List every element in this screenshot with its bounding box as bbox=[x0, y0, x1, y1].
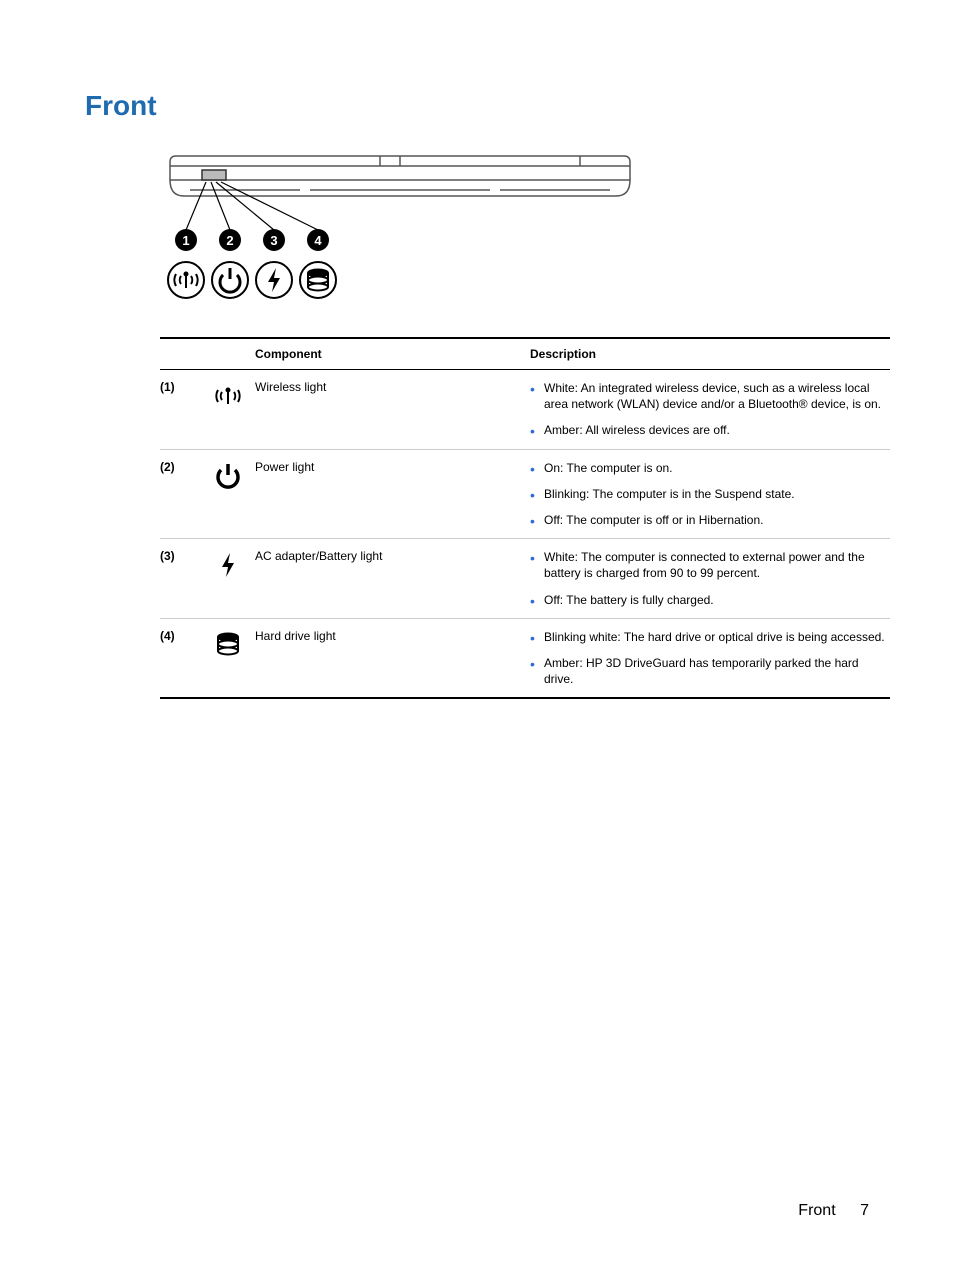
description-item: White: An integrated wireless device, su… bbox=[544, 380, 890, 412]
row-index: (2) bbox=[160, 460, 200, 529]
description-item: White: The computer is connected to exte… bbox=[544, 549, 890, 581]
component-description: Blinking white: The hard drive or optica… bbox=[530, 629, 890, 688]
component-name: Wireless light bbox=[255, 380, 530, 439]
footer-section: Front bbox=[798, 1202, 835, 1219]
description-item: Off: The computer is off or in Hibernati… bbox=[544, 512, 890, 528]
description-item: Amber: HP 3D DriveGuard has temporarily … bbox=[544, 655, 890, 687]
header-description: Description bbox=[530, 347, 890, 361]
power-icon bbox=[200, 460, 255, 529]
component-name: AC adapter/Battery light bbox=[255, 549, 530, 608]
wireless-icon bbox=[200, 380, 255, 439]
page-heading: Front bbox=[85, 90, 869, 122]
callout-markers: 1 2 3 4 bbox=[175, 229, 329, 251]
footer-page-number: 7 bbox=[860, 1202, 869, 1219]
row-index: (1) bbox=[160, 380, 200, 439]
svg-text:1: 1 bbox=[182, 233, 189, 248]
component-name: Power light bbox=[255, 460, 530, 529]
table-header-row: Component Description bbox=[160, 337, 890, 370]
component-description: White: An integrated wireless device, su… bbox=[530, 380, 890, 439]
table-row: (2) Power light On: The computer is on. Bli… bbox=[160, 450, 890, 540]
table-row: (4) Hard drive light Blinking white: The h… bbox=[160, 619, 890, 700]
description-item: Amber: All wireless devices are off. bbox=[544, 422, 890, 438]
svg-text:3: 3 bbox=[270, 233, 277, 248]
front-diagram: 1 2 3 4 bbox=[160, 152, 869, 317]
description-item: Blinking white: The hard drive or optica… bbox=[544, 629, 890, 645]
component-name: Hard drive light bbox=[255, 629, 530, 688]
row-index: (4) bbox=[160, 629, 200, 688]
hard-drive-icon bbox=[200, 629, 255, 688]
components-table: Component Description (1) Wireless light W… bbox=[160, 337, 890, 699]
component-description: On: The computer is on. Blinking: The com… bbox=[530, 460, 890, 529]
page-footer: Front 7 bbox=[798, 1202, 869, 1220]
svg-text:4: 4 bbox=[314, 233, 322, 248]
battery-bolt-icon bbox=[200, 549, 255, 608]
header-component: Component bbox=[255, 347, 530, 361]
svg-text:2: 2 bbox=[226, 233, 233, 248]
table-row: (3) AC adapter/Battery light White: The co… bbox=[160, 539, 890, 619]
description-item: Off: The battery is fully charged. bbox=[544, 592, 890, 608]
description-item: Blinking: The computer is in the Suspend… bbox=[544, 486, 890, 502]
description-item: On: The computer is on. bbox=[544, 460, 890, 476]
component-description: White: The computer is connected to exte… bbox=[530, 549, 890, 608]
table-row: (1) Wireless light White: An integrated wi… bbox=[160, 370, 890, 450]
row-index: (3) bbox=[160, 549, 200, 608]
